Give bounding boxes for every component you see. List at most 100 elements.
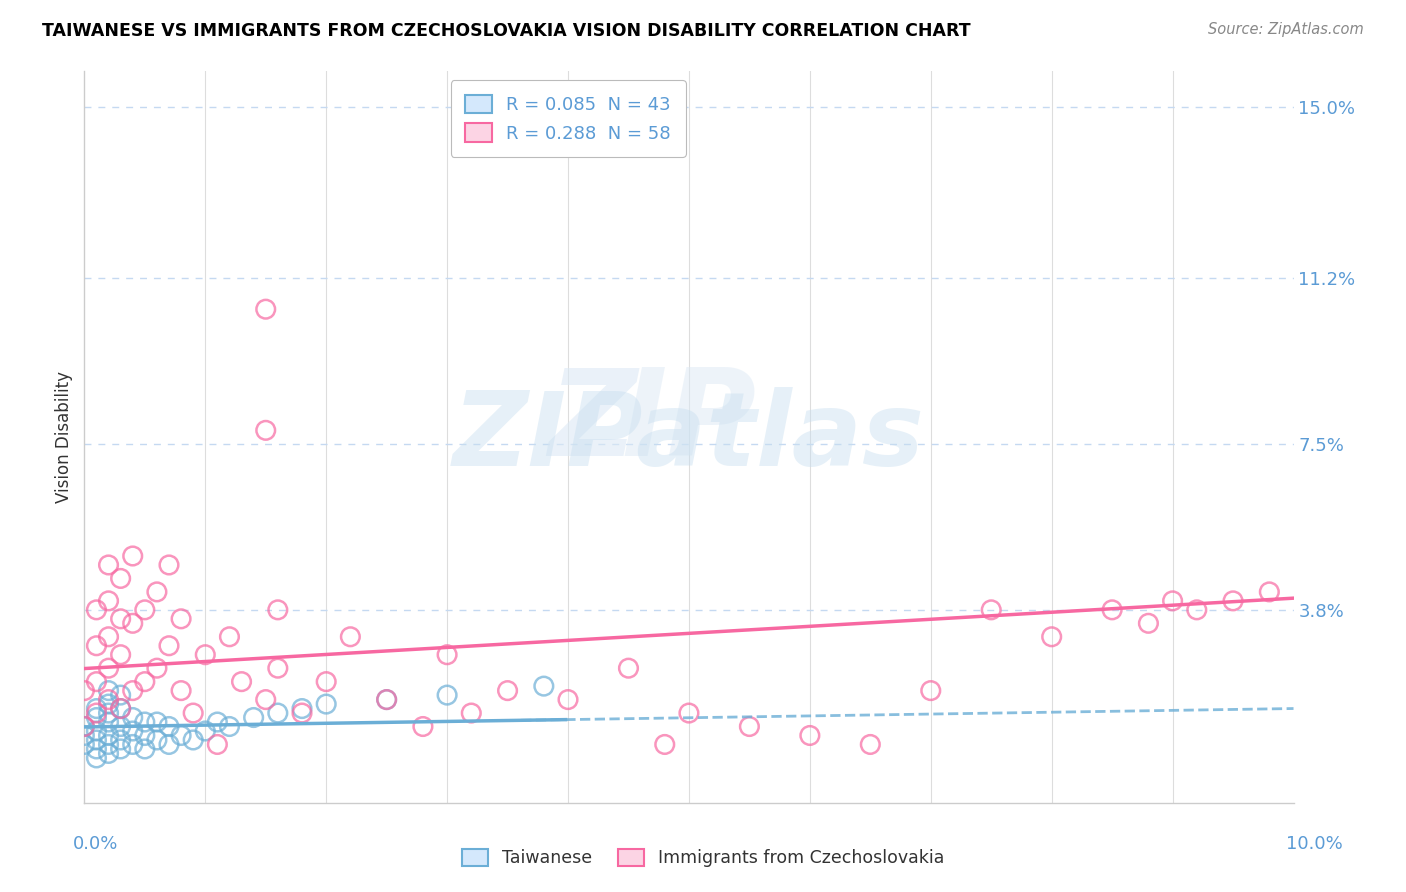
- Point: [86, 639, 108, 653]
- Text: Z: Z: [548, 364, 637, 481]
- Point: [121, 549, 143, 563]
- Point: [678, 706, 700, 720]
- Point: [86, 724, 108, 739]
- Point: [1161, 594, 1184, 608]
- Point: [170, 729, 193, 743]
- Point: [134, 742, 156, 756]
- Text: TAIWANESE VS IMMIGRANTS FROM CZECHOSLOVAKIA VISION DISABILITY CORRELATION CHART: TAIWANESE VS IMMIGRANTS FROM CZECHOSLOVA…: [42, 22, 970, 40]
- Point: [181, 706, 204, 720]
- Point: [291, 701, 314, 715]
- Point: [170, 612, 193, 626]
- Point: [375, 692, 398, 706]
- Text: ZIPatlas: ZIPatlas: [453, 386, 925, 488]
- Point: [157, 719, 180, 733]
- Point: [157, 738, 180, 752]
- Point: [97, 747, 120, 761]
- Point: [533, 679, 555, 693]
- Point: [799, 729, 821, 743]
- Point: [146, 733, 169, 747]
- Point: [86, 710, 108, 724]
- Point: [86, 701, 108, 715]
- Point: [121, 710, 143, 724]
- Point: [86, 751, 108, 765]
- Point: [86, 706, 108, 720]
- Point: [134, 603, 156, 617]
- Point: [97, 729, 120, 743]
- Point: [110, 719, 132, 733]
- Point: [134, 714, 156, 729]
- Point: [157, 558, 180, 572]
- Point: [73, 719, 96, 733]
- Point: [207, 714, 229, 729]
- Point: [231, 674, 253, 689]
- Point: [157, 639, 180, 653]
- Point: [97, 594, 120, 608]
- Point: [1101, 603, 1123, 617]
- Y-axis label: Vision Disability: Vision Disability: [55, 371, 73, 503]
- Point: [291, 706, 314, 720]
- Point: [1258, 585, 1281, 599]
- Point: [218, 630, 240, 644]
- Point: [86, 674, 108, 689]
- Point: [557, 692, 579, 706]
- Point: [97, 661, 120, 675]
- Point: [146, 714, 169, 729]
- Point: [1137, 616, 1160, 631]
- Point: [110, 701, 132, 715]
- Point: [617, 661, 640, 675]
- Point: [134, 729, 156, 743]
- Text: IP: IP: [621, 364, 756, 481]
- Point: [97, 738, 120, 752]
- Point: [86, 733, 108, 747]
- Text: 10.0%: 10.0%: [1286, 835, 1343, 853]
- Text: Source: ZipAtlas.com: Source: ZipAtlas.com: [1208, 22, 1364, 37]
- Point: [254, 692, 277, 706]
- Point: [73, 719, 96, 733]
- Point: [121, 724, 143, 739]
- Point: [339, 630, 361, 644]
- Point: [86, 603, 108, 617]
- Point: [97, 697, 120, 711]
- Point: [86, 742, 108, 756]
- Point: [97, 692, 120, 706]
- Point: [97, 630, 120, 644]
- Point: [1040, 630, 1063, 644]
- Point: [146, 585, 169, 599]
- Point: [121, 616, 143, 631]
- Point: [146, 661, 169, 675]
- Point: [412, 719, 434, 733]
- Point: [218, 719, 240, 733]
- Point: [194, 724, 217, 739]
- Point: [267, 706, 290, 720]
- Point: [110, 733, 132, 747]
- Point: [859, 738, 882, 752]
- Point: [121, 738, 143, 752]
- Point: [170, 683, 193, 698]
- Point: [460, 706, 482, 720]
- Point: [194, 648, 217, 662]
- Point: [254, 423, 277, 437]
- Point: [980, 603, 1002, 617]
- Point: [920, 683, 942, 698]
- Point: [375, 692, 398, 706]
- Point: [110, 612, 132, 626]
- Point: [110, 701, 132, 715]
- Point: [110, 742, 132, 756]
- Point: [73, 683, 96, 698]
- Legend: Taiwanese, Immigrants from Czechoslovakia: Taiwanese, Immigrants from Czechoslovaki…: [456, 842, 950, 874]
- Point: [207, 738, 229, 752]
- Point: [242, 710, 264, 724]
- Point: [1185, 603, 1208, 617]
- Point: [97, 683, 120, 698]
- Point: [315, 674, 337, 689]
- Point: [73, 738, 96, 752]
- Point: [97, 706, 120, 720]
- Point: [110, 688, 132, 702]
- Point: [73, 729, 96, 743]
- Point: [181, 733, 204, 747]
- Point: [267, 661, 290, 675]
- Point: [315, 697, 337, 711]
- Point: [110, 571, 132, 585]
- Point: [97, 558, 120, 572]
- Point: [1222, 594, 1244, 608]
